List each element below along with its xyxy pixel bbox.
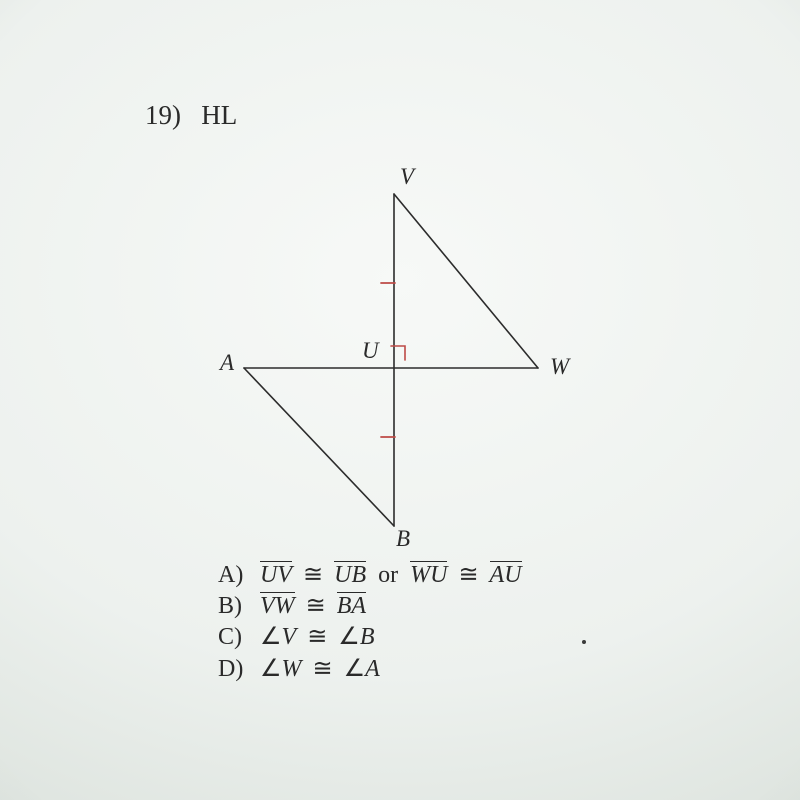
choice-d: D) ∠W ≅ ∠A: [218, 654, 522, 685]
or-text: or: [372, 562, 404, 588]
problem-number: 19): [145, 100, 181, 130]
segment: AU: [490, 560, 522, 591]
label-u: U: [362, 338, 379, 364]
congruent-symbol: ≅: [308, 656, 338, 682]
choice-c: C) ∠V ≅ ∠B: [218, 622, 522, 653]
label-w: W: [550, 354, 569, 380]
page: 19) HL V U A W B A) UV ≅ UB or WU ≅ AU B…: [0, 0, 800, 800]
choice-letter: B): [218, 591, 250, 622]
segment: VW: [260, 591, 295, 622]
congruent-symbol: ≅: [298, 562, 328, 588]
problem-label: HL: [201, 100, 237, 130]
angle: ∠B: [338, 622, 374, 653]
choice-letter: A): [218, 560, 250, 591]
congruent-symbol: ≅: [302, 624, 332, 650]
segment: BA: [337, 591, 366, 622]
problem-heading: 19) HL: [145, 100, 237, 131]
choice-b: B) VW ≅ BA: [218, 591, 522, 622]
angle: ∠V: [260, 622, 296, 653]
choice-a: A) UV ≅ UB or WU ≅ AU: [218, 560, 522, 591]
segment: UV: [260, 560, 292, 591]
segment: WU: [410, 560, 447, 591]
label-v: V: [400, 164, 414, 190]
diagram-svg: [190, 160, 590, 550]
segment: UB: [334, 560, 366, 591]
answer-choices: A) UV ≅ UB or WU ≅ AU B) VW ≅ BA C) ∠V: [218, 560, 522, 685]
geometry-diagram: V U A W B: [190, 160, 590, 550]
angle: ∠A: [344, 654, 380, 685]
stray-dot: [582, 640, 586, 644]
label-b: B: [396, 526, 410, 552]
congruent-symbol: ≅: [453, 562, 483, 588]
angle: ∠W: [260, 654, 302, 685]
congruent-symbol: ≅: [301, 593, 331, 619]
choice-letter: D): [218, 654, 250, 685]
label-a: A: [220, 350, 234, 376]
choice-letter: C): [218, 622, 250, 653]
